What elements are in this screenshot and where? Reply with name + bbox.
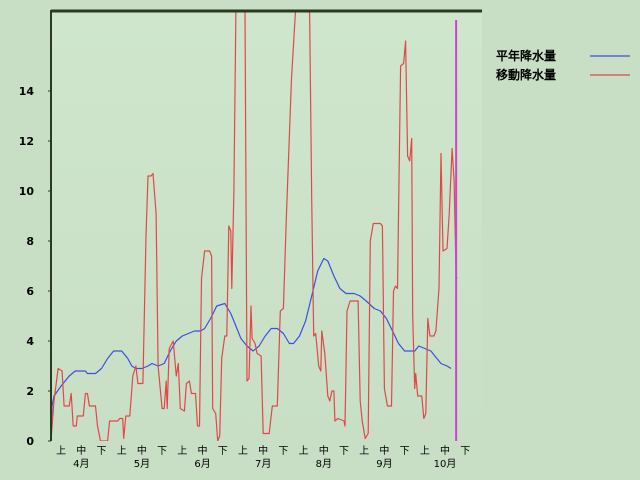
- x-month-label: 5月: [134, 458, 150, 470]
- legend-label: 移動降水量: [496, 67, 556, 82]
- y-tick-label: 12: [19, 135, 34, 148]
- x-month-label: 7月: [255, 458, 271, 470]
- x-tick-label: 下: [278, 446, 288, 457]
- x-month-label: 9月: [376, 458, 392, 470]
- y-tick-label: 4: [26, 335, 34, 348]
- y-tick-label: 8: [26, 235, 34, 248]
- x-tick-label: 中: [198, 444, 208, 457]
- x-tick-label: 中: [76, 444, 86, 457]
- x-tick-label: 上: [117, 445, 127, 457]
- x-tick-label: 上: [238, 445, 248, 457]
- series-layer: [51, 11, 458, 441]
- x-tick-label: 上: [420, 445, 430, 457]
- y-axis-ticks: 0 2 4 6 8 10 12 14: [19, 85, 51, 448]
- x-tick-label: 上: [56, 445, 66, 457]
- x-tick-label: 中: [319, 444, 329, 457]
- x-tick-label: 中: [137, 444, 147, 457]
- x-tick-label: 下: [400, 446, 410, 457]
- x-tick-label: 中: [258, 444, 268, 457]
- x-tick-label: 下: [460, 446, 470, 457]
- y-tick-label: 2: [26, 385, 34, 398]
- x-tick-label: 下: [157, 446, 167, 457]
- y-tick-label: 14: [19, 85, 35, 98]
- x-month-label: 10月: [434, 458, 457, 470]
- y-tick-label: 6: [26, 285, 34, 298]
- x-tick-label: 下: [97, 446, 107, 457]
- x-axis-ticks: 上中下上中下上中下上中下上中下上中下上中下4月 5月 6月 7月 8月 9月 10月: [56, 444, 470, 470]
- x-tick-label: 下: [339, 446, 349, 457]
- y-tick-label: 0: [26, 435, 34, 448]
- plot-area: [51, 11, 482, 441]
- x-month-label: 4月: [73, 458, 89, 470]
- x-month-label: 6月: [194, 458, 210, 470]
- x-tick-label: 上: [299, 445, 309, 457]
- x-tick-label: 上: [359, 445, 369, 457]
- y-tick-label: 10: [19, 185, 35, 198]
- x-tick-label: 中: [440, 444, 450, 457]
- x-month-label: 8月: [316, 458, 332, 470]
- x-tick-label: 下: [218, 446, 228, 457]
- series-line-2: [51, 11, 458, 441]
- x-tick-label: 上: [177, 445, 187, 457]
- x-tick-label: 中: [379, 444, 389, 457]
- legend-label: 平年降水量: [496, 48, 556, 63]
